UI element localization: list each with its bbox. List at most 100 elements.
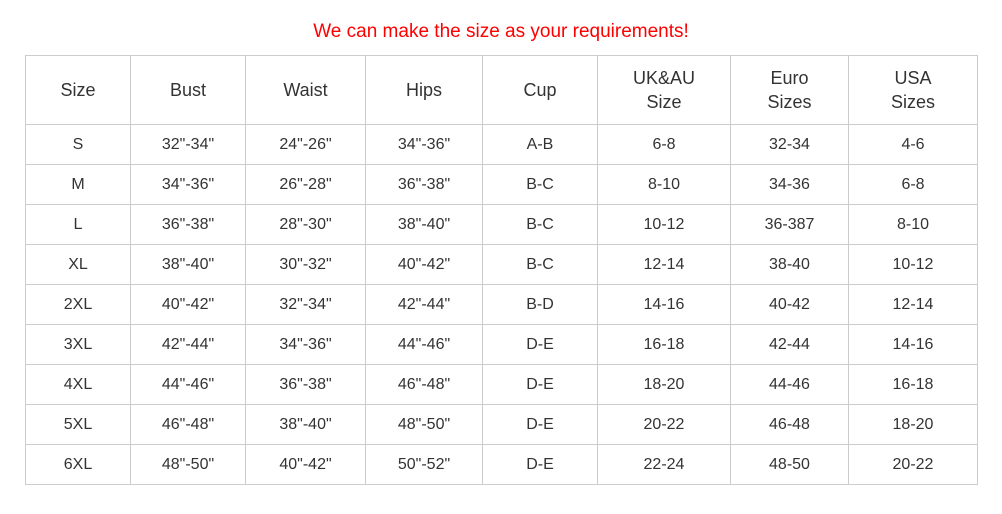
- table-cell: 32"-34": [130, 124, 246, 165]
- table-cell: 14-16: [597, 284, 731, 325]
- table-cell: 36"-38": [130, 204, 246, 245]
- table-row: 6XL 48"-50" 40"-42" 50"-52" D-E 22-24 48-50 20-…: [25, 444, 978, 485]
- table-cell: 16-18: [597, 324, 731, 365]
- column-header: USA Sizes: [848, 55, 978, 125]
- table-cell: 8-10: [848, 204, 978, 245]
- table-cell: 20-22: [597, 404, 731, 445]
- table-cell: 10-12: [848, 244, 978, 285]
- table-cell: 46"-48": [365, 364, 483, 405]
- table-cell: 40-42: [730, 284, 849, 325]
- column-header-label: Euro Sizes: [767, 68, 812, 112]
- table-cell: 10-12: [597, 204, 731, 245]
- table-cell: 34"-36": [130, 164, 246, 205]
- table-cell: 44"-46": [130, 364, 246, 405]
- table-cell: 44"-46": [365, 324, 483, 365]
- table-cell: 42"-44": [365, 284, 483, 325]
- size-chart-headline: We can make the size as your requirement…: [313, 21, 689, 42]
- table-cell: 48-50: [730, 444, 849, 485]
- table-cell: 38"-40": [130, 244, 246, 285]
- table-cell: 48"-50": [130, 444, 246, 485]
- table-cell: M: [25, 164, 131, 205]
- table-row: 3XL 42"-44" 34"-36" 44"-46" D-E 16-18 42-44 14-…: [25, 324, 978, 365]
- size-chart-body: S 32"-34" 24"-26" 34"-36" A-B 6-8 32-34 4-6 M 34"…: [25, 124, 978, 485]
- table-cell: 4-6: [848, 124, 978, 165]
- column-header: Waist: [245, 55, 366, 125]
- table-cell: D-E: [482, 404, 598, 445]
- table-cell: D-E: [482, 444, 598, 485]
- column-header-label: Cup: [523, 80, 557, 100]
- table-cell: 20-22: [848, 444, 978, 485]
- table-cell: 40"-42": [130, 284, 246, 325]
- table-cell: 38"-40": [245, 404, 366, 445]
- table-cell: L: [25, 204, 131, 245]
- table-cell: D-E: [482, 364, 598, 405]
- table-row: 2XL 40"-42" 32"-34" 42"-44" B-D 14-16 40-42 12-…: [25, 284, 978, 325]
- column-header: UK&AU Size: [597, 55, 731, 125]
- column-header-label: Bust: [169, 80, 207, 100]
- table-cell: 34-36: [730, 164, 849, 205]
- column-header-label: USA Sizes: [890, 68, 935, 112]
- column-header-label: Waist: [283, 80, 328, 100]
- table-cell: B-D: [482, 284, 598, 325]
- table-cell: 48"-50": [365, 404, 483, 445]
- table-cell: 6-8: [848, 164, 978, 205]
- table-cell: 16-18: [848, 364, 978, 405]
- table-cell: 2XL: [25, 284, 131, 325]
- table-cell: 12-14: [597, 244, 731, 285]
- column-header-label: Size: [60, 80, 96, 100]
- table-cell: 32-34: [730, 124, 849, 165]
- table-cell: 32"-34": [245, 284, 366, 325]
- table-cell: 28"-30": [245, 204, 366, 245]
- table-cell: 50"-52": [365, 444, 483, 485]
- column-header: Hips: [365, 55, 483, 125]
- table-cell: 6XL: [25, 444, 131, 485]
- table-cell: 42"-44": [130, 324, 246, 365]
- table-row: L 36"-38" 28"-30" 38"-40" B-C 10-12 36-387 8-10: [25, 204, 978, 245]
- table-cell: 4XL: [25, 364, 131, 405]
- column-header: Size: [25, 55, 131, 125]
- table-cell: B-C: [482, 164, 598, 205]
- table-cell: 40"-42": [365, 244, 483, 285]
- table-row: 5XL 46"-48" 38"-40" 48"-50" D-E 20-22 46-48 18-…: [25, 404, 978, 445]
- table-cell: 14-16: [848, 324, 978, 365]
- table-cell: XL: [25, 244, 131, 285]
- table-cell: S: [25, 124, 131, 165]
- table-cell: 5XL: [25, 404, 131, 445]
- table-cell: 46-48: [730, 404, 849, 445]
- table-row: M 34"-36" 26"-28" 36"-38" B-C 8-10 34-36 6-8: [25, 164, 978, 205]
- table-cell: B-C: [482, 204, 598, 245]
- size-chart-table: Size Bust Waist Hips Cup UK&AU Size Euro Sizes…: [25, 55, 978, 485]
- column-header-label: Hips: [405, 80, 442, 100]
- table-cell: 38"-40": [365, 204, 483, 245]
- table-cell: 6-8: [597, 124, 731, 165]
- table-cell: 38-40: [730, 244, 849, 285]
- table-cell: 12-14: [848, 284, 978, 325]
- size-chart-header: Size Bust Waist Hips Cup UK&AU Size Euro Sizes…: [25, 55, 978, 125]
- table-cell: 36"-38": [245, 364, 366, 405]
- header-row: Size Bust Waist Hips Cup UK&AU Size Euro Sizes…: [25, 55, 978, 125]
- column-header-label: UK&AU Size: [632, 68, 695, 112]
- column-header: Cup: [482, 55, 598, 125]
- table-cell: 44-46: [730, 364, 849, 405]
- table-cell: 40"-42": [245, 444, 366, 485]
- table-cell: 34"-36": [365, 124, 483, 165]
- table-cell: A-B: [482, 124, 598, 165]
- table-cell: B-C: [482, 244, 598, 285]
- table-cell: 34"-36": [245, 324, 366, 365]
- table-cell: 46"-48": [130, 404, 246, 445]
- table-cell: 8-10: [597, 164, 731, 205]
- column-header: Bust: [130, 55, 246, 125]
- table-cell: 18-20: [597, 364, 731, 405]
- table-cell: 36-387: [730, 204, 849, 245]
- table-cell: 24"-26": [245, 124, 366, 165]
- table-cell: 30"-32": [245, 244, 366, 285]
- table-row: S 32"-34" 24"-26" 34"-36" A-B 6-8 32-34 4-6: [25, 124, 978, 165]
- column-header: Euro Sizes: [730, 55, 849, 125]
- table-row: XL 38"-40" 30"-32" 40"-42" B-C 12-14 38-40 10-1…: [25, 244, 978, 285]
- table-cell: 3XL: [25, 324, 131, 365]
- table-row: 4XL 44"-46" 36"-38" 46"-48" D-E 18-20 44-46 16-…: [25, 364, 978, 405]
- table-cell: 26"-28": [245, 164, 366, 205]
- table-cell: 36"-38": [365, 164, 483, 205]
- table-cell: 22-24: [597, 444, 731, 485]
